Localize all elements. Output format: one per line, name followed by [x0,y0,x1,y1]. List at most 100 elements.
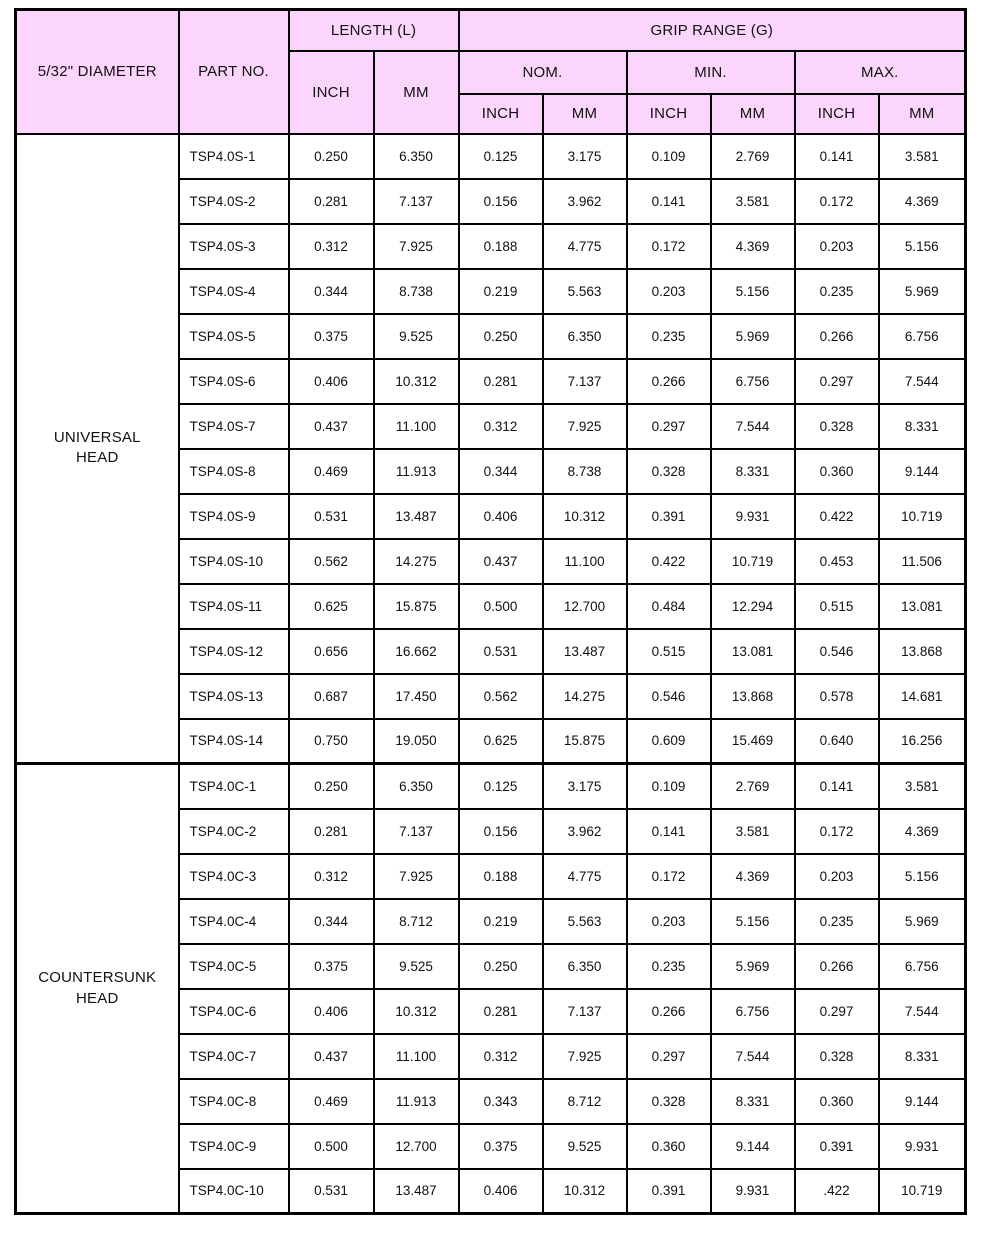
value-cell: 9.931 [877,1122,967,1170]
value-cell: 6.350 [372,762,460,810]
value-cell: 0.235 [793,897,880,945]
value-cell: 0.515 [793,582,880,630]
value-cell: 7.925 [541,1032,628,1080]
value-cell: 0.219 [457,267,544,315]
value-cell: 0.281 [457,357,544,405]
value-cell: 6.350 [541,942,628,990]
value-cell: 0.625 [457,717,544,765]
value-cell: 6.756 [877,312,967,360]
value-cell: 15.875 [372,582,460,630]
value-cell: 0.360 [793,1077,880,1125]
value-cell: 0.531 [287,1167,375,1215]
value-cell: 8.331 [877,1032,967,1080]
part-no-header: PART NO. [177,8,290,135]
max-header: MAX. [793,49,967,95]
value-cell: 0.344 [287,897,375,945]
value-cell: 16.256 [877,717,967,765]
value-cell: 0.235 [625,942,712,990]
table-row: TSP4.0C-10 0.531 13.487 0.406 10.312 0.391 9.9… [16,1167,967,1215]
table-row: TSP4.0S-5 0.375 9.525 0.250 6.350 0.235 5.969 0… [16,312,967,360]
value-cell: 4.775 [541,222,628,270]
value-cell: 9.144 [709,1122,796,1170]
value-cell: 0.406 [457,492,544,540]
value-cell: 7.137 [541,987,628,1035]
value-cell: 14.275 [372,537,460,585]
value-cell: 0.328 [793,1032,880,1080]
table-row: TSP4.0S-13 0.687 17.450 0.562 14.275 0.546 13.… [16,672,967,720]
value-cell: 0.406 [457,1167,544,1215]
value-cell: 11.506 [877,537,967,585]
max-mm-header: MM [877,92,967,135]
value-cell: 0.141 [793,762,880,810]
value-cell: 7.925 [372,852,460,900]
value-cell: 0.235 [793,267,880,315]
value-cell: 0.297 [793,987,880,1035]
grip-range-header: GRIP RANGE (G) [457,8,967,52]
value-cell: 3.581 [709,807,796,855]
value-cell: 9.144 [877,1077,967,1125]
part-number-cell: TSP4.0C-6 [177,987,290,1035]
table-row: TSP4.0C-7 0.437 11.100 0.312 7.925 0.297 7.544… [16,1032,967,1080]
value-cell: 6.350 [372,132,460,180]
part-number-cell: TSP4.0S-1 [177,132,290,180]
value-cell: 10.312 [372,357,460,405]
value-cell: 5.156 [877,852,967,900]
value-cell: 0.266 [793,312,880,360]
value-cell: 11.913 [372,447,460,495]
table-row: TSP4.0C-6 0.406 10.312 0.281 7.137 0.266 6.756… [16,987,967,1035]
value-cell: 0.172 [793,807,880,855]
value-cell: 15.469 [709,717,796,765]
value-cell: 13.487 [541,627,628,675]
value-cell: 0.109 [625,762,712,810]
value-cell: 0.437 [287,402,375,450]
table-row: COUNTERSUNK HEAD TSP4.0C-1 0.250 6.350 0.125… [14,762,967,1215]
value-cell: 7.925 [372,222,460,270]
value-cell: 0.437 [287,1032,375,1080]
part-number-cell: TSP4.0C-10 [177,1167,290,1215]
value-cell: 0.375 [457,1122,544,1170]
value-cell: 0.750 [287,717,375,765]
value-cell: 0.484 [625,582,712,630]
part-number-cell: TSP4.0C-9 [177,1122,290,1170]
value-cell: 11.913 [372,1077,460,1125]
table-row: TSP4.0S-12 0.656 16.662 0.531 13.487 0.515 13.… [16,627,967,675]
value-cell: 4.369 [709,222,796,270]
part-number-cell: TSP4.0C-5 [177,942,290,990]
table-row: TSP4.0S-3 0.312 7.925 0.188 4.775 0.172 4.369 0… [16,222,967,270]
table-row: TSP4.0C-2 0.281 7.137 0.156 3.962 0.141 3.581 0… [16,807,967,855]
part-number-cell: TSP4.0S-5 [177,312,290,360]
value-cell: 0.156 [457,177,544,225]
value-cell: 11.100 [372,402,460,450]
value-cell: 0.546 [793,627,880,675]
value-cell: 0.625 [287,582,375,630]
value-cell: 9.525 [372,312,460,360]
value-cell: 5.563 [541,897,628,945]
min-mm-header: MM [709,92,796,135]
table-row: TSP4.0C-8 0.469 11.913 0.343 8.712 0.328 8.331… [16,1077,967,1125]
value-cell: 0.203 [625,897,712,945]
value-cell: 8.331 [709,1077,796,1125]
value-cell: 0.109 [625,132,712,180]
table-row: TSP4.0S-14 0.750 19.050 0.625 15.875 0.609 15.… [16,717,967,765]
value-cell: 0.297 [793,357,880,405]
value-cell: 0.328 [793,402,880,450]
value-cell: 6.756 [709,357,796,405]
value-cell: 10.719 [877,492,967,540]
value-cell: 7.925 [541,402,628,450]
value-cell: 13.487 [372,492,460,540]
value-cell: 17.450 [372,672,460,720]
part-number-cell: TSP4.0C-8 [177,1077,290,1125]
min-header: MIN. [625,49,796,95]
value-cell: 0.578 [793,672,880,720]
value-cell: 0.266 [793,942,880,990]
part-number-cell: TSP4.0S-4 [177,267,290,315]
value-cell: 12.294 [709,582,796,630]
value-cell: 0.344 [287,267,375,315]
table-row: TSP4.0S-6 0.406 10.312 0.281 7.137 0.266 6.756… [16,357,967,405]
value-cell: 3.581 [709,177,796,225]
value-cell: 0.562 [287,537,375,585]
part-number-cell: TSP4.0S-6 [177,357,290,405]
value-cell: 6.350 [541,312,628,360]
table-row: TSP4.0S-8 0.469 11.913 0.344 8.738 0.328 8.331… [16,447,967,495]
rivet-spec-table: 5/32" DIAMETER PART NO. LENGTH (L) GRIP … [14,8,968,1215]
